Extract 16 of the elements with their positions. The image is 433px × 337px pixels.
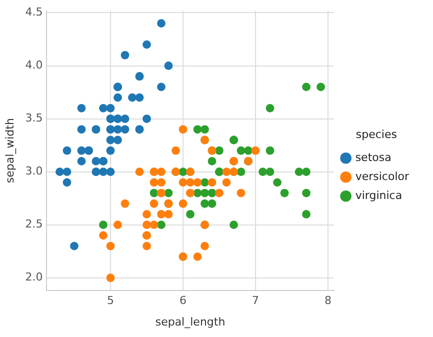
y-tick-label: 2.0 — [25, 270, 43, 284]
y-axis-title: sepal_width — [3, 118, 16, 184]
y-tick-label: 2.5 — [25, 218, 43, 231]
x-axis-title: sepal_length — [155, 315, 226, 328]
x-tick-label: 7 — [252, 294, 260, 308]
y-tick-label: 3.5 — [25, 112, 43, 125]
legend-label: virginica — [355, 188, 402, 202]
x-tick-label: 6 — [180, 294, 187, 308]
x-tick-label: 8 — [324, 294, 332, 308]
legend-label: setosa — [355, 150, 392, 164]
y-tick-label: 4.5 — [25, 6, 43, 19]
legend-label: versicolor — [355, 170, 410, 183]
x-tick-label: 5 — [107, 294, 114, 308]
y-tick-label: 4.0 — [25, 58, 43, 72]
y-tick-label: 3.0 — [25, 164, 43, 178]
legend-title: species — [356, 128, 398, 141]
